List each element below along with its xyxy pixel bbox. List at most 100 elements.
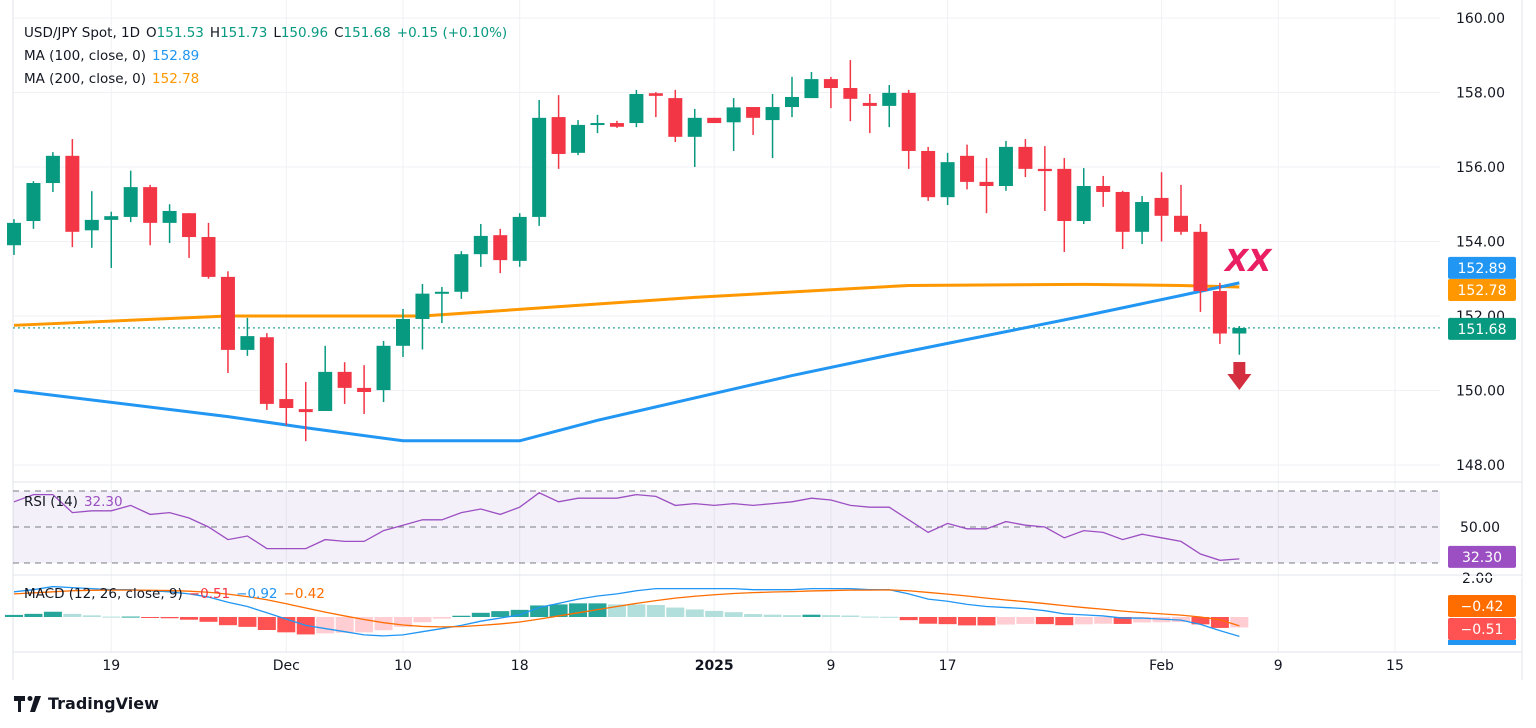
macd-histogram-bar (180, 617, 199, 620)
candle-body (1037, 168, 1052, 172)
candle (823, 76, 838, 109)
candle-body (901, 92, 916, 151)
candle (1057, 158, 1072, 252)
candle-body (1212, 291, 1227, 334)
macd-histogram-bar (996, 617, 1015, 625)
macd-hist-badge-text: −0.51 (1461, 622, 1504, 638)
macd-histogram-bar (257, 617, 276, 631)
macd-histogram-bar (141, 617, 160, 618)
candle (532, 99, 547, 226)
macd-line-value: −0.92 (236, 586, 278, 602)
macd-legend: MACD (12, 26, close, 9) −0.51 −0.92 −0.42 (24, 586, 331, 602)
close-value: 151.68 (343, 25, 391, 41)
candle-body (1193, 231, 1208, 292)
candle-body (823, 79, 838, 89)
macd-histogram-bar (238, 617, 257, 627)
price-tick-label: 156.00 (1456, 160, 1505, 176)
candle (1076, 168, 1091, 224)
macd-hist-badge: −0.51 (1448, 618, 1516, 640)
candle (901, 89, 916, 169)
candle (1018, 139, 1033, 178)
candle (687, 108, 702, 167)
macd-histogram-bar (316, 617, 335, 634)
ma100-price-badge: 152.89 (1448, 256, 1516, 279)
candle-body (882, 92, 897, 106)
macd-histogram-bar (958, 617, 977, 626)
candle (512, 213, 527, 267)
ma100-legend: MA (100, close, 0) 152.89 (24, 48, 205, 64)
candle (882, 85, 897, 128)
candle-body (396, 318, 410, 346)
candle (921, 146, 936, 201)
ma200-line (13, 282, 1240, 327)
last-price-badge: 151.68 (1448, 317, 1516, 340)
main-legend: USD/JPY Spot, 1D O151.53 H151.73 L150.96 C15… (24, 25, 513, 41)
macd-histogram-bar (374, 617, 393, 631)
macd-histogram-bar (394, 617, 412, 627)
candle (1232, 326, 1247, 355)
candle (26, 181, 41, 229)
macd-signal-badge-text: −0.42 (1461, 599, 1504, 615)
candle (609, 120, 624, 128)
time-tick-label: Dec (273, 658, 300, 674)
candle-body (746, 107, 761, 118)
rsi-line (13, 492, 1240, 561)
candle (298, 381, 313, 442)
macd-histogram-bar (24, 613, 43, 617)
macd-histogram-bar (744, 614, 763, 617)
open-value: 151.53 (156, 25, 204, 41)
macd-hist-value: −0.51 (188, 586, 231, 602)
price-tick-label: 154.00 (1456, 235, 1505, 251)
macd-histogram-bar (919, 617, 938, 624)
candle (1174, 184, 1188, 235)
macd-histogram-bar (569, 603, 588, 617)
macd-histogram-bar (705, 610, 724, 617)
candle-body (45, 155, 60, 184)
macd-tick-label: 2.00 (1462, 571, 1493, 587)
price-tick-label: 148.00 (1456, 458, 1505, 474)
down-arrow-icon (1227, 362, 1252, 390)
symbol-title: USD/JPY Spot, 1D (24, 25, 141, 41)
candle-body (1057, 168, 1072, 222)
candle-body (648, 93, 663, 96)
candle-body (960, 155, 975, 182)
candle-body (104, 216, 119, 220)
candle-body (182, 213, 197, 238)
macd-histogram-bar (530, 605, 549, 617)
candle-body (65, 155, 80, 232)
rsi-tick-label: 50.00 (1460, 520, 1500, 536)
candle (123, 170, 138, 223)
candle-body (162, 210, 177, 223)
rsi-legend: RSI (14) 32.30 (24, 494, 129, 510)
macd-histogram-bar (977, 617, 996, 626)
open-label: O (146, 25, 157, 41)
macd-histogram-bar (43, 611, 62, 617)
macd-histogram-bar (1035, 617, 1054, 625)
macd-histogram-bar (880, 616, 899, 618)
candle (182, 213, 197, 258)
macd-line-badge (1448, 640, 1516, 645)
macd-histogram-bar (1016, 617, 1035, 624)
price-tick-label: 160.00 (1456, 11, 1505, 27)
macd-histogram-bar (102, 616, 121, 618)
tradingview-logo: TradingView (14, 694, 159, 713)
macd-histogram-bar (510, 609, 529, 617)
macd-histogram-bar (549, 604, 568, 617)
candle (843, 60, 858, 122)
time-tick-label: 9 (1274, 658, 1283, 674)
candle (415, 283, 430, 350)
candle-body (84, 219, 99, 231)
macd-histogram-bar (121, 616, 140, 618)
ma100-value: 152.89 (152, 48, 200, 64)
candle (318, 345, 333, 411)
candle (571, 120, 586, 156)
candle (7, 219, 21, 255)
ma100-label: MA (100, close, 0) (24, 48, 147, 64)
macd-histogram-bar (783, 615, 801, 617)
macd-histogram-bar (627, 604, 646, 617)
candle (726, 98, 741, 151)
candle (473, 223, 488, 267)
candle (862, 93, 877, 134)
candle-body (259, 337, 274, 404)
